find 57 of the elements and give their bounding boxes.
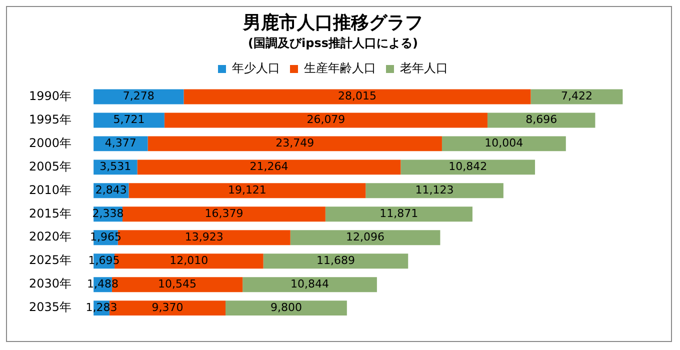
data-label: 3,531 [100, 160, 132, 174]
data-label: 23,749 [276, 136, 314, 150]
data-label: 10,004 [484, 136, 524, 150]
bar [290, 230, 440, 246]
y-tick-label: 2030年 [28, 276, 72, 291]
bar [184, 89, 531, 104]
data-label: 9,800 [270, 300, 302, 314]
data-label: 16,379 [204, 207, 244, 220]
data-label: 8,696 [526, 113, 558, 126]
bar [530, 89, 623, 104]
data-label: 7,278 [122, 90, 154, 103]
bar [242, 277, 377, 292]
data-label: 7,422 [560, 90, 592, 103]
y-tick-label: 2010年 [28, 182, 72, 197]
data-label: 21,264 [250, 160, 288, 174]
data-label: 10,545 [158, 277, 197, 290]
y-tick-label: 2015年 [28, 206, 72, 220]
data-label: 10,844 [290, 277, 330, 290]
data-label: 19,121 [228, 184, 266, 197]
data-label: 10,842 [448, 160, 488, 174]
data-label: 9,370 [152, 300, 184, 314]
bar [325, 206, 472, 222]
data-label: 11,123 [415, 184, 454, 197]
y-tick-label: 1995年 [28, 112, 72, 126]
bar [128, 183, 366, 198]
y-tick-label: 2020年 [28, 230, 72, 244]
bar [366, 183, 504, 198]
chart-title: 男鹿市人口推移グラフ [242, 12, 423, 34]
y-tick-label: 2005年 [28, 159, 72, 174]
legend-label: 老年人口 [400, 61, 448, 76]
data-label: 2,843 [95, 184, 127, 197]
data-label: 13,923 [184, 230, 224, 244]
data-label: 11,871 [380, 207, 418, 220]
bar [164, 112, 488, 128]
bar [487, 112, 596, 128]
data-label: 4,377 [104, 136, 136, 150]
y-tick-label: 1990年 [28, 88, 72, 103]
bar [400, 160, 536, 175]
legend-label: 年少人口 [232, 61, 280, 76]
data-label: 28,015 [338, 90, 376, 103]
bar [263, 254, 408, 269]
y-tick-label: 2000年 [28, 136, 72, 150]
data-label: 11,689 [316, 254, 355, 267]
data-label: 26,079 [306, 113, 346, 126]
bar [226, 300, 347, 316]
bar [137, 160, 401, 175]
bar [94, 112, 164, 128]
legend-label: 生産年齢人口 [304, 61, 376, 76]
y-tick-label: 2035年 [28, 300, 72, 314]
chart-subtitle: (国調及びipss推計人口による) [248, 36, 418, 50]
bar [442, 136, 566, 152]
data-label: 12,096 [346, 230, 385, 244]
bar [122, 206, 326, 222]
y-tick-label: 2025年 [28, 253, 72, 268]
data-label: 12,010 [170, 254, 208, 267]
data-label: 5,721 [113, 113, 145, 126]
bar [148, 136, 442, 152]
